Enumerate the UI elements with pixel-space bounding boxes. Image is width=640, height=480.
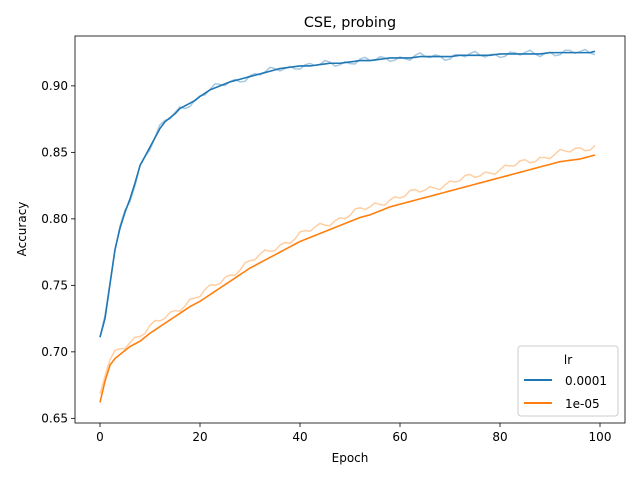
x-tick-label: 20 xyxy=(192,430,207,444)
x-tick-label: 0 xyxy=(96,430,104,444)
x-tick-label: 100 xyxy=(589,430,612,444)
legend-box xyxy=(517,345,619,417)
axes-frame xyxy=(74,35,626,424)
x-axis-label: Epoch xyxy=(332,451,369,465)
smooth-lines-group xyxy=(99,50,596,403)
x-tick-label: 40 xyxy=(292,430,307,444)
legend-title: lr xyxy=(564,353,572,367)
x-axis-ticks: 0 20 40 60 80 100 xyxy=(96,423,611,444)
y-tick-label: 0.70 xyxy=(41,345,68,359)
series-raw-line-1e-05 xyxy=(99,144,596,395)
plot-area xyxy=(99,48,596,403)
x-tick-label: 60 xyxy=(392,430,407,444)
series-line-0.0001 xyxy=(99,50,596,338)
y-axis-label: Accuracy xyxy=(15,202,29,257)
chart-title: CSE, probing xyxy=(304,15,396,31)
y-tick-label: 0.90 xyxy=(41,79,68,93)
y-tick-label: 0.80 xyxy=(41,212,68,226)
y-tick-label: 0.65 xyxy=(41,411,68,425)
legend: lr 0.0001 1e-05 xyxy=(517,345,619,417)
y-axis-ticks: 0.65 0.70 0.75 0.80 0.85 0.90 xyxy=(41,79,75,425)
x-tick-label: 80 xyxy=(492,430,507,444)
series-line-1e-05 xyxy=(99,154,596,403)
legend-label-0.0001: 0.0001 xyxy=(565,374,607,388)
y-tick-label: 0.75 xyxy=(41,278,68,292)
y-tick-label: 0.85 xyxy=(41,145,68,159)
legend-label-1e-05: 1e-05 xyxy=(565,397,600,411)
